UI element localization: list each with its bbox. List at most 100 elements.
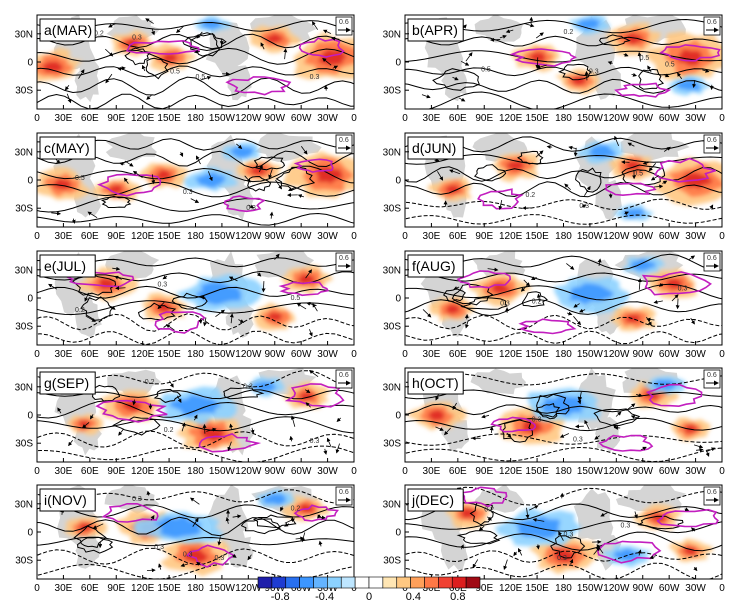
y-tick-label: 30S bbox=[15, 556, 33, 567]
x-tick-label: 120E bbox=[499, 466, 523, 477]
y-tick-label: 30N bbox=[15, 265, 33, 276]
wind-vectors bbox=[415, 492, 698, 572]
x-tick-label: 120E bbox=[499, 113, 523, 124]
x-tick-label: 150E bbox=[157, 466, 181, 477]
x-tick-label: 90W bbox=[264, 349, 285, 360]
x-tick-label: 0 bbox=[351, 349, 357, 360]
black-contours bbox=[37, 489, 354, 579]
x-tick-label: 30E bbox=[423, 583, 441, 594]
x-tick-label: 0 bbox=[351, 466, 357, 477]
x-tick-label: 120W bbox=[603, 349, 630, 360]
colorbar-swatch bbox=[271, 576, 287, 589]
x-tick-label: 120W bbox=[235, 349, 262, 360]
reference-vector: 0.6 bbox=[703, 16, 721, 36]
x-tick-label: 90W bbox=[264, 231, 285, 242]
x-tick-label: 120E bbox=[499, 583, 523, 594]
x-tick-label: 150E bbox=[157, 231, 181, 242]
colorbar-swatch bbox=[382, 576, 398, 589]
x-tick-label: 0 bbox=[351, 583, 357, 594]
contour-label: 0.3 bbox=[310, 74, 320, 81]
x-tick-label: 120E bbox=[499, 231, 523, 242]
colorbar-swatch bbox=[313, 576, 328, 589]
x-tick-label: 90W bbox=[264, 466, 285, 477]
x-tick-label: 30E bbox=[55, 349, 73, 360]
contour-label: 0.2 bbox=[75, 307, 85, 314]
panel-label-text: g(SEP) bbox=[44, 375, 89, 391]
y-tick-label: 30N bbox=[383, 147, 401, 158]
contour-label: 0.5 bbox=[196, 74, 206, 81]
magenta-contours bbox=[490, 383, 703, 452]
reference-vector-label: 0.6 bbox=[339, 255, 349, 262]
x-tick-label: 30W bbox=[685, 583, 706, 594]
reference-vector-label: 0.6 bbox=[339, 489, 349, 496]
panel-label-text: e(JUL) bbox=[44, 258, 86, 274]
panel-label: c(MAY) bbox=[39, 136, 96, 160]
x-tick-label: 0 bbox=[719, 113, 725, 124]
contour-label: 0.3 bbox=[246, 205, 256, 212]
colorbar-swatch bbox=[340, 576, 356, 589]
contour-label: 0.3 bbox=[183, 551, 193, 558]
x-tick-label: 60W bbox=[659, 231, 680, 242]
y-tick-label: 30N bbox=[383, 499, 401, 510]
x-tick-label: 30E bbox=[423, 113, 441, 124]
x-tick-label: 60E bbox=[81, 349, 99, 360]
x-tick-label: 0 bbox=[34, 113, 40, 124]
contour-label: 0.5 bbox=[640, 55, 650, 62]
x-tick-label: 30E bbox=[55, 231, 73, 242]
x-tick-label: 150W bbox=[209, 349, 236, 360]
x-tick-label: 60E bbox=[81, 231, 99, 242]
x-tick-label: 150E bbox=[525, 583, 549, 594]
contour-label: 0.2 bbox=[164, 427, 174, 434]
contour-label: 0.2 bbox=[291, 505, 301, 512]
y-tick-label: 0 bbox=[27, 58, 33, 69]
x-tick-label: 90W bbox=[632, 231, 653, 242]
x-tick-label: 150W bbox=[209, 231, 236, 242]
black-contours bbox=[37, 138, 354, 226]
reference-vector-label: 0.6 bbox=[707, 372, 717, 379]
x-tick-label: 90E bbox=[107, 231, 125, 242]
contour-label: 0.3 bbox=[132, 496, 142, 503]
reference-vector-label: 0.6 bbox=[339, 137, 349, 144]
x-tick-label: 90W bbox=[632, 466, 653, 477]
x-tick-label: 0 bbox=[402, 113, 408, 124]
x-tick-label: 60E bbox=[449, 349, 467, 360]
magenta-contours bbox=[95, 383, 345, 453]
reference-vector: 0.6 bbox=[703, 369, 721, 389]
x-tick-label: 0 bbox=[34, 349, 40, 360]
y-tick-label: 30S bbox=[15, 322, 33, 333]
x-tick-label: 60W bbox=[659, 466, 680, 477]
colorbar-swatch bbox=[368, 576, 384, 589]
x-tick-label: 180 bbox=[555, 349, 572, 360]
x-tick-label: 120E bbox=[499, 349, 523, 360]
wind-vectors bbox=[421, 16, 714, 102]
colorbar-swatch bbox=[396, 576, 411, 589]
contour-label: 0.5 bbox=[75, 175, 85, 182]
x-tick-label: 0 bbox=[351, 231, 357, 242]
x-tick-label: 150W bbox=[577, 349, 604, 360]
x-tick-label: 0 bbox=[719, 583, 725, 594]
x-tick-label: 120W bbox=[235, 583, 262, 594]
x-tick-label: 150W bbox=[577, 466, 604, 477]
x-tick-label: 90E bbox=[475, 113, 493, 124]
x-tick-label: 120W bbox=[603, 113, 630, 124]
contour-label: 0.3 bbox=[678, 285, 688, 292]
reference-vector-label: 0.6 bbox=[707, 255, 717, 262]
colorbar-swatch bbox=[451, 576, 467, 589]
y-tick-label: 0 bbox=[27, 294, 33, 305]
contour-label: 0.5 bbox=[481, 66, 491, 73]
wind-vectors bbox=[50, 143, 308, 224]
colorbar-swatch bbox=[257, 576, 273, 589]
colorbar-swatch bbox=[465, 576, 481, 589]
y-tick-label: 0 bbox=[395, 58, 401, 69]
panel-b(APR): 0.2 0.5 0.5 0.5 0.3 b(APR) 0.6 30N 0 30S 0 30E 60E 90… bbox=[383, 14, 725, 124]
reference-vector: 0.6 bbox=[335, 486, 353, 506]
contour-label: 0.3 bbox=[500, 301, 510, 308]
x-tick-label: 0 bbox=[34, 231, 40, 242]
panel-h(OCT): 0.3 0.3 h(OCT) 0.6 30N 0 30S 0 30E 60E 90E 120E 150E… bbox=[383, 367, 725, 477]
contour-label: 0.3 bbox=[573, 436, 583, 443]
x-tick-label: 150W bbox=[209, 583, 236, 594]
x-tick-label: 90E bbox=[475, 583, 493, 594]
y-tick-label: 0 bbox=[395, 411, 401, 422]
contour-label: 0.2 bbox=[484, 506, 494, 513]
